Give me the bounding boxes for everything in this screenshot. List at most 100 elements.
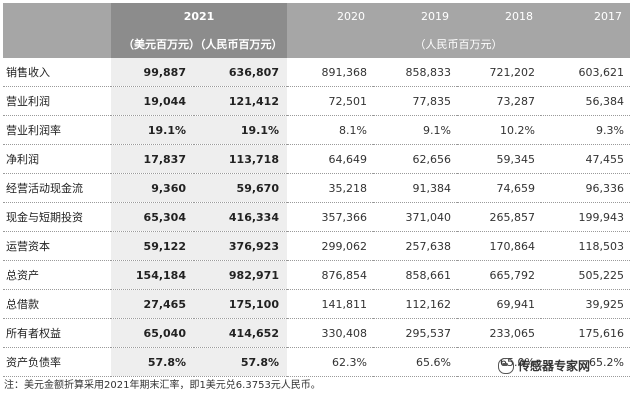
cell-usd-2021: 65,040: [111, 318, 194, 348]
header-unit-row: （美元百万元）（人民币百万元） （人民币百万元）: [3, 30, 630, 58]
cell-2017: 96,336: [541, 173, 630, 203]
header-year-2018: 2018: [457, 3, 541, 30]
table-row: 所有者权益 65,040 414,652 330,408 295,537 233,065 1…: [3, 318, 630, 348]
row-label: 营业利润率: [3, 115, 111, 145]
cell-2017: 65.2%: [541, 347, 630, 377]
cell-rmb-2021: 121,412: [194, 86, 287, 116]
table-row: 现金与短期投资 65,304 416,334 357,366 371,040 265,85…: [3, 202, 630, 232]
cell-rmb-2021: 19.1%: [194, 115, 287, 145]
table-row: 净利润 17,837 113,718 64,649 62,656 59,345 47,455: [3, 144, 630, 174]
table-row: 总借款 27,465 175,100 141,811 112,162 69,941 39,9…: [3, 289, 630, 319]
table-row: 销售收入 99,887 636,807 891,368 858,833 721,202 60…: [3, 58, 630, 87]
row-label: 总资产: [3, 260, 111, 290]
header-unit-rmb: （人民币百万元）: [287, 30, 630, 58]
table-row: 营业利润率 19.1% 19.1% 8.1% 9.1% 10.2% 9.3%: [3, 115, 630, 145]
cell-2019: 91,384: [373, 173, 457, 203]
cell-rmb-2021: 982,971: [194, 260, 287, 290]
table-header: 2021 2020 2019 2018 2017 （美元百万元）（人民币百万元）…: [3, 3, 630, 58]
cell-2017: 175,616: [541, 318, 630, 348]
row-label: 现金与短期投资: [3, 202, 111, 232]
cell-2018: 59,345: [457, 144, 541, 174]
row-label: 营业利润: [3, 86, 111, 116]
financial-table: 2021 2020 2019 2018 2017 （美元百万元）（人民币百万元）…: [3, 3, 630, 377]
cell-usd-2021: 9,360: [111, 173, 194, 203]
cell-rmb-2021: 636,807: [194, 58, 287, 87]
cell-2020: 35,218: [287, 173, 373, 203]
header-corner-cell-2: [3, 30, 111, 58]
row-label: 运营资本: [3, 231, 111, 261]
cell-2017: 47,455: [541, 144, 630, 174]
cell-2019: 858,661: [373, 260, 457, 290]
cell-2019: 9.1%: [373, 115, 457, 145]
cell-usd-2021: 154,184: [111, 260, 194, 290]
cell-2019: 112,162: [373, 289, 457, 319]
cell-2018: 265,857: [457, 202, 541, 232]
cell-2017: 603,621: [541, 58, 630, 87]
cell-rmb-2021: 113,718: [194, 144, 287, 174]
header-year-2019: 2019: [373, 3, 457, 30]
watermark-text: 传感器专家网: [518, 359, 591, 373]
header-corner-cell: [3, 3, 111, 30]
cell-2017: 56,384: [541, 86, 630, 116]
row-label: 净利润: [3, 144, 111, 174]
cell-2019: 62,656: [373, 144, 457, 174]
table-row: 营业利润 19,044 121,412 72,501 77,835 73,287 56,38…: [3, 86, 630, 116]
cell-2020: 141,811: [287, 289, 373, 319]
row-label: 总借款: [3, 289, 111, 319]
row-label: 所有者权益: [3, 318, 111, 348]
cell-2018: 73,287: [457, 86, 541, 116]
table-row: 运营资本 59,122 376,923 299,062 257,638 170,864 11…: [3, 231, 630, 261]
header-year-row: 2021 2020 2019 2018 2017: [3, 3, 630, 30]
wechat-icon: [498, 357, 514, 374]
cell-2019: 77,835: [373, 86, 457, 116]
cell-2018: 233,065: [457, 318, 541, 348]
cell-2017: 505,225: [541, 260, 630, 290]
cell-2020: 62.3%: [287, 347, 373, 377]
cell-2020: 8.1%: [287, 115, 373, 145]
cell-usd-2021: 57.8%: [111, 347, 194, 377]
table-row: 总资产 154,184 982,971 876,854 858,661 665,792 50…: [3, 260, 630, 290]
cell-2019: 295,537: [373, 318, 457, 348]
cell-usd-2021: 19,044: [111, 86, 194, 116]
cell-2020: 891,368: [287, 58, 373, 87]
cell-2019: 257,638: [373, 231, 457, 261]
cell-2020: 299,062: [287, 231, 373, 261]
cell-rmb-2021: 414,652: [194, 318, 287, 348]
cell-2020: 876,854: [287, 260, 373, 290]
cell-2017: 118,503: [541, 231, 630, 261]
cell-usd-2021: 65,304: [111, 202, 194, 232]
table-row: 资产负债率 57.8% 57.8% 62.3% 65.6% 65.0% 65.2%: [3, 347, 630, 377]
cell-rmb-2021: 59,670: [194, 173, 287, 203]
header-year-2017: 2017: [541, 3, 630, 30]
cell-2020: 72,501: [287, 86, 373, 116]
cell-2019: 371,040: [373, 202, 457, 232]
cell-rmb-2021: 175,100: [194, 289, 287, 319]
cell-usd-2021: 19.1%: [111, 115, 194, 145]
cell-usd-2021: 99,887: [111, 58, 194, 87]
cell-2018: 69,941: [457, 289, 541, 319]
cell-usd-2021: 27,465: [111, 289, 194, 319]
cell-2018: 665,792: [457, 260, 541, 290]
table-row: 经营活动现金流 9,360 59,670 35,218 91,384 74,659 96,3…: [3, 173, 630, 203]
cell-2018: 10.2%: [457, 115, 541, 145]
cell-2018: 170,864: [457, 231, 541, 261]
cell-rmb-2021: 57.8%: [194, 347, 287, 377]
cell-2017: 9.3%: [541, 115, 630, 145]
cell-2020: 64,649: [287, 144, 373, 174]
header-year-2020: 2020: [287, 3, 373, 30]
row-label: 销售收入: [3, 58, 111, 87]
header-year-2021: 2021: [111, 3, 287, 30]
cell-2019: 858,833: [373, 58, 457, 87]
cell-rmb-2021: 416,334: [194, 202, 287, 232]
cell-2017: 199,943: [541, 202, 630, 232]
cell-2017: 39,925: [541, 289, 630, 319]
cell-rmb-2021: 376,923: [194, 231, 287, 261]
cell-2020: 357,366: [287, 202, 373, 232]
cell-usd-2021: 17,837: [111, 144, 194, 174]
watermark: 传感器专家网: [498, 357, 590, 374]
cell-2020: 330,408: [287, 318, 373, 348]
cell-2018: 74,659: [457, 173, 541, 203]
header-unit-2021: （美元百万元）（人民币百万元）: [111, 30, 287, 58]
row-label: 经营活动现金流: [3, 173, 111, 203]
